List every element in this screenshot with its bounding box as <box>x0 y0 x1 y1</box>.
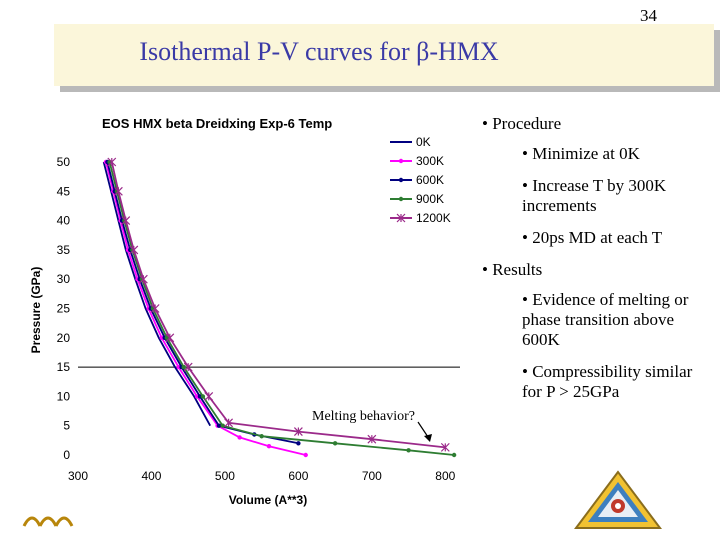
y-tick-label: 25 <box>57 302 71 316</box>
series-point <box>165 333 175 343</box>
y-tick-labels: 0 5 10 15 20 25 30 35 40 45 50 <box>57 155 71 462</box>
legend-label: 300K <box>416 154 444 168</box>
y-tick-label: 30 <box>57 272 71 286</box>
series-point <box>451 452 457 458</box>
series-point <box>296 441 301 446</box>
logo-icon <box>574 470 662 529</box>
y-tick-label: 15 <box>57 360 71 374</box>
y-tick-label: 0 <box>63 448 70 462</box>
bullet-item: • Minimize at 0K <box>522 144 640 163</box>
x-tick-label: 700 <box>362 469 382 483</box>
plot-area <box>102 157 457 458</box>
series-point <box>181 364 186 370</box>
bullet-list: • Procedure • Minimize at 0K • Increase T … <box>482 114 714 414</box>
x-tick-labels: 300 400 500 600 700 800 <box>68 469 456 483</box>
x-tick-label: 800 <box>435 469 455 483</box>
series-point <box>204 391 214 401</box>
series-point <box>129 245 139 255</box>
bullet-item: • Results <box>482 260 543 279</box>
series-point <box>293 427 303 436</box>
series-point <box>266 444 272 449</box>
bullet-item: • Increase T by 300K increments <box>522 176 667 215</box>
page-number: 34 <box>640 6 657 25</box>
series-point <box>367 434 377 444</box>
series-point <box>220 423 225 428</box>
y-tick-label: 35 <box>57 243 71 257</box>
title-box: Isothermal P-V curves for β-HMX <box>54 24 714 86</box>
series-point <box>259 434 264 439</box>
decoration-icon <box>22 516 74 527</box>
bullet-item: • Procedure <box>482 114 562 133</box>
series-line-300K <box>105 161 306 456</box>
chart-title: EOS HMX beta Dreidxing Exp-6 Temp <box>102 116 332 131</box>
series-line-900K <box>108 161 455 456</box>
annotation-arrowhead <box>424 434 432 442</box>
slide-title: Isothermal P-V curves for β-HMX <box>139 37 499 66</box>
series-point <box>183 362 193 372</box>
legend-label: 0K <box>416 135 431 149</box>
y-tick-label: 10 <box>57 389 71 403</box>
series-point <box>113 186 123 196</box>
series-point <box>150 304 160 313</box>
series-point <box>216 423 222 428</box>
y-tick-label: 40 <box>57 214 71 228</box>
series-point <box>237 435 242 440</box>
series-point <box>398 158 404 164</box>
x-tick-label: 600 <box>288 469 308 483</box>
bullet-item: • Evidence of melting or phase transitio… <box>522 290 689 349</box>
y-tick-label: 45 <box>57 184 71 198</box>
y-axis-label: Pressure (GPa) <box>29 267 43 354</box>
pv-chart: EOS HMX beta Dreidxing Exp-6 Temp 0 5 10 15… <box>29 116 460 507</box>
legend-label: 600K <box>416 173 444 187</box>
series-point <box>406 448 411 453</box>
y-tick-label: 5 <box>63 419 70 433</box>
x-tick-label: 500 <box>215 469 235 483</box>
legend-label: 1200K <box>416 211 451 225</box>
x-tick-label: 400 <box>141 469 161 483</box>
chart-legend: 0K 300K 600K 900K 1200K <box>390 135 451 225</box>
series-point <box>398 196 404 202</box>
series-point <box>440 442 450 452</box>
y-tick-label: 50 <box>57 155 71 169</box>
x-tick-label: 300 <box>68 469 88 483</box>
y-tick-label: 20 <box>57 331 71 345</box>
bullet-item: • 20ps MD at each T <box>522 228 663 247</box>
series-point <box>332 441 338 446</box>
series-line-1200K <box>110 161 446 449</box>
series-line-0K <box>102 161 211 427</box>
series-point <box>396 213 406 223</box>
series-point <box>138 274 148 284</box>
series-point <box>224 418 234 428</box>
series-point <box>200 394 206 399</box>
melting-annotation: Melting behavior? <box>312 409 415 424</box>
series-point <box>107 157 117 167</box>
series-point <box>303 452 308 458</box>
x-axis-label: Volume (A**3) <box>229 493 307 507</box>
bullet-item: • Compressibility similar for P > 25GPa <box>522 362 693 401</box>
legend-label: 900K <box>416 192 444 206</box>
series-point <box>398 177 404 183</box>
series-point <box>121 216 131 226</box>
series-line-600K <box>106 161 299 445</box>
